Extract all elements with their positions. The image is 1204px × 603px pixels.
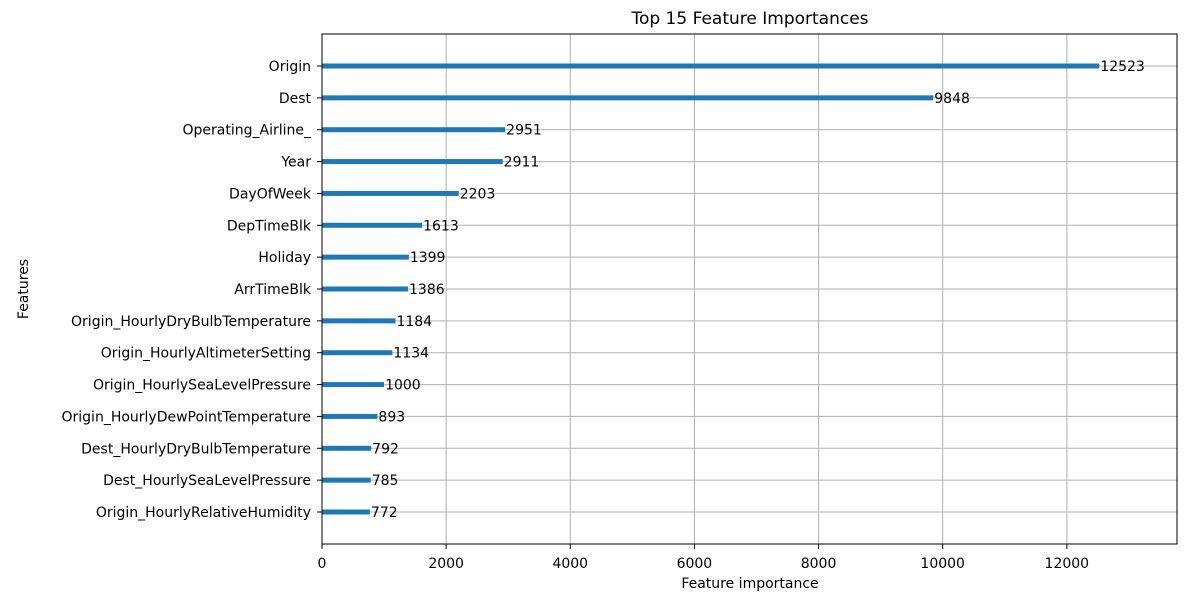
data-label: 1613 [423, 218, 459, 234]
y-tick-label: Origin_HourlyRelativeHumidity [96, 505, 311, 521]
bar [322, 63, 1100, 69]
y-tick-label: DepTimeBlk [227, 218, 312, 234]
y-tick-label: Operating_Airline_ [183, 123, 312, 139]
y-tick-label: ArrTimeBlk [234, 282, 312, 298]
data-label: 2951 [506, 123, 542, 139]
y-tick-label: Origin_HourlyDewPointTemperature [62, 409, 312, 425]
x-tick-label: 12000 [1045, 556, 1090, 572]
data-label: 1134 [393, 346, 429, 362]
bar [322, 509, 370, 515]
x-tick-label: 0 [318, 556, 327, 572]
y-tick-label: Dest [279, 91, 312, 107]
x-tick-label: 8000 [801, 556, 837, 572]
y-tick-label: Origin_HourlyAltimeterSetting [101, 346, 311, 362]
data-label: 772 [371, 505, 398, 521]
y-tick-label: Dest_HourlyDryBulbTemperature [81, 441, 311, 457]
x-tick-label: 6000 [677, 556, 713, 572]
bar [322, 318, 396, 324]
y-tick-label: Holiday [258, 250, 311, 266]
bar [322, 190, 459, 196]
y-tick-label: Origin_HourlyDryBulbTemperature [71, 314, 311, 330]
ticks-layer: 0 2000 4000 6000 8000 10000 12000 Origin Dest Ope… [62, 59, 1090, 572]
data-label: 2911 [504, 155, 540, 171]
data-label: 1386 [409, 282, 445, 298]
y-tick-label: Origin [269, 59, 311, 75]
bar [322, 254, 409, 260]
bar [322, 222, 423, 228]
bar [322, 159, 503, 165]
bar [322, 382, 385, 388]
bar [322, 445, 372, 451]
data-label: 2203 [460, 186, 496, 202]
bar [322, 350, 393, 356]
x-tick-label: 2000 [428, 556, 464, 572]
data-label: 1000 [385, 378, 421, 394]
bar [322, 477, 371, 483]
y-tick-label: Origin_HourlySeaLevelPressure [93, 378, 311, 394]
x-axis-title: Feature importance [681, 576, 818, 592]
data-label: 1184 [396, 314, 432, 330]
data-label: 1399 [410, 250, 446, 266]
x-tick-label: 4000 [552, 556, 588, 572]
x-tick-label: 10000 [920, 556, 965, 572]
bar [322, 95, 934, 101]
data-label: 893 [378, 409, 405, 425]
bar [322, 286, 409, 292]
y-tick-label: Year [280, 155, 311, 171]
data-label: 785 [372, 473, 399, 489]
data-label: 792 [372, 441, 399, 457]
bar [322, 413, 378, 419]
data-label: 9848 [934, 91, 970, 107]
chart-title: Top 15 Feature Importances [630, 9, 868, 29]
y-tick-label: DayOfWeek [229, 186, 312, 202]
y-axis-title: Features [16, 259, 32, 319]
grid-layer [321, 34, 1177, 544]
y-tick-label: Dest_HourlySeaLevelPressure [103, 473, 311, 489]
data-label: 12523 [1100, 59, 1145, 75]
bar [322, 127, 506, 133]
